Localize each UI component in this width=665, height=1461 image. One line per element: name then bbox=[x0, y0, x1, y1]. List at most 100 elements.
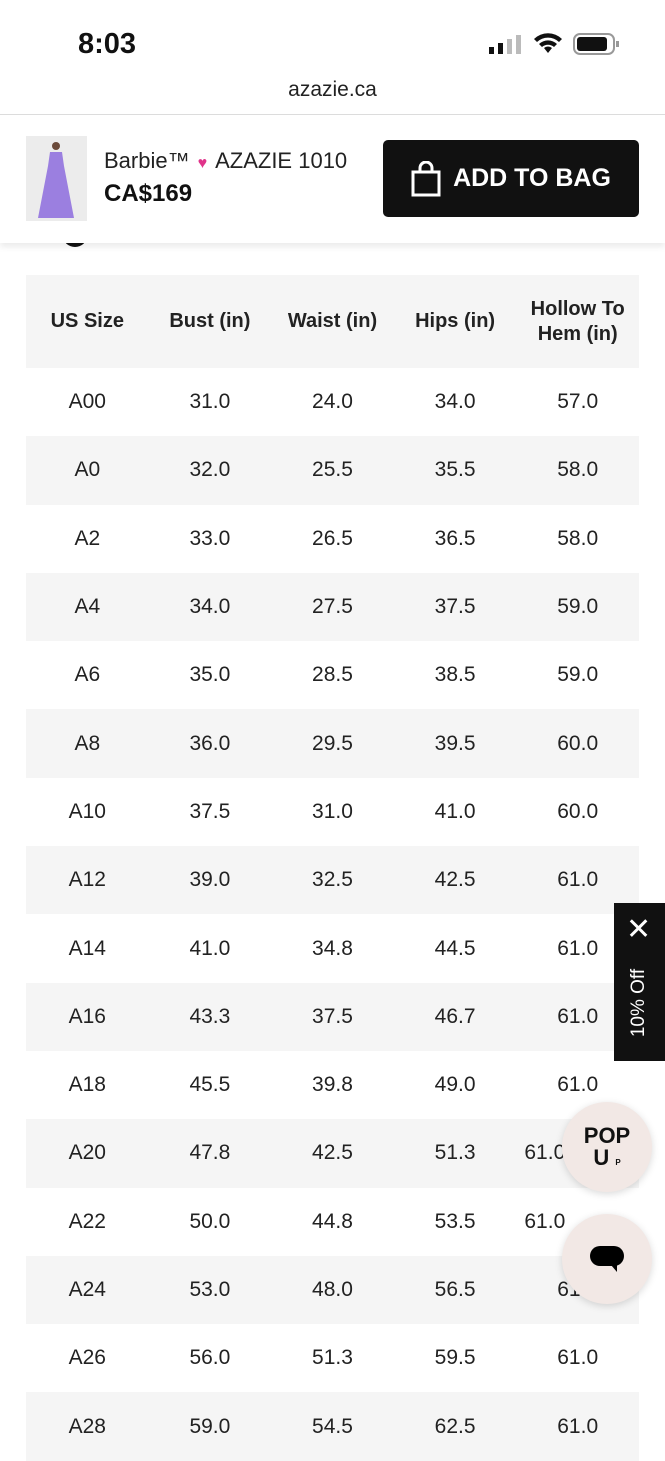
table-cell: 26.5 bbox=[312, 526, 353, 550]
table-cell: A28 bbox=[26, 1392, 149, 1461]
table-cell: 56.5 bbox=[393, 1255, 517, 1325]
table-cell: 59.0 bbox=[148, 1392, 272, 1461]
table-cell: 46.7 bbox=[393, 982, 517, 1051]
table-cell: 36.5 bbox=[434, 526, 476, 550]
column-header: Waist (in) bbox=[271, 275, 394, 368]
table-cell: 34.0 bbox=[148, 572, 272, 642]
column-header: Hollow To Hem (in) bbox=[516, 275, 639, 368]
table-row: A2 33.0 26.5 36.5 58.0 bbox=[26, 505, 639, 573]
table-cell: 41.0 bbox=[189, 936, 231, 960]
table-cell: A16 bbox=[26, 982, 149, 1051]
table-cell: 36.0 bbox=[148, 709, 272, 778]
divider bbox=[0, 114, 665, 115]
clock: 8:03 bbox=[78, 28, 137, 60]
table-cell: 51.3 bbox=[312, 1346, 353, 1370]
table-row: A0 32.0 25.5 35.5 58.0 bbox=[26, 436, 639, 505]
table-row: A20 47.8 42.5 51.3 61.0 bbox=[26, 1119, 639, 1188]
table-cell: 59.0 bbox=[557, 663, 599, 687]
table-cell: 31.0 bbox=[189, 390, 231, 414]
signal-icon bbox=[489, 35, 521, 54]
chat-icon bbox=[590, 1246, 624, 1272]
table-cell: 34.8 bbox=[312, 936, 353, 960]
table-cell: 38.5 bbox=[434, 663, 476, 687]
popup-button[interactable]: POP U P bbox=[562, 1102, 652, 1192]
table-cell: 32.0 bbox=[148, 436, 272, 505]
table-cell: A14 bbox=[68, 936, 106, 960]
status-bar: 8:03 bbox=[0, 0, 665, 72]
table-cell: A0 bbox=[26, 436, 149, 505]
table-cell: 44.8 bbox=[312, 1209, 353, 1233]
table-cell: 25.5 bbox=[271, 436, 394, 505]
table-cell: 31.0 bbox=[312, 799, 353, 823]
table-cell: 42.5 bbox=[271, 1119, 394, 1188]
table-cell: 27.5 bbox=[271, 572, 394, 642]
table-cell: 35.0 bbox=[189, 663, 231, 687]
table-cell: 43.3 bbox=[148, 982, 272, 1051]
table-cell: 44.5 bbox=[434, 936, 476, 960]
chat-button[interactable] bbox=[562, 1214, 652, 1304]
table-cell: A4 bbox=[26, 572, 149, 642]
shopping-bag-icon bbox=[411, 160, 441, 196]
table-cell: 61.0 bbox=[516, 1392, 639, 1461]
table-row: A00 31.0 24.0 34.0 57.0 bbox=[26, 368, 639, 436]
heart-icon: ♥ bbox=[197, 155, 208, 172]
table-cell: 37.5 bbox=[393, 572, 517, 642]
brand: Barbie™ bbox=[104, 148, 190, 173]
table-cell: 35.5 bbox=[393, 436, 517, 505]
table-row: A28 59.0 54.5 62.5 61.0 bbox=[26, 1392, 639, 1461]
table-cell: 45.5 bbox=[189, 1073, 231, 1097]
column-header: US Size bbox=[26, 275, 149, 368]
table-cell: A10 bbox=[68, 799, 106, 823]
table-cell: 60.0 bbox=[516, 709, 639, 778]
table-row: A18 45.5 39.8 49.0 61.0 bbox=[26, 1051, 639, 1119]
table-cell: 61.0 bbox=[557, 1346, 599, 1370]
table-cell: A26 bbox=[68, 1346, 106, 1370]
table-cell: 39.8 bbox=[312, 1073, 353, 1097]
popup-line2: U bbox=[593, 1145, 610, 1170]
discount-tab[interactable]: ✕ 10% Off bbox=[614, 903, 665, 1061]
column-header: Bust (in) bbox=[148, 275, 272, 368]
table-cell: A00 bbox=[68, 390, 106, 414]
table-cell: 24.0 bbox=[312, 390, 353, 414]
table-cell: 28.5 bbox=[312, 663, 353, 687]
table-cell: 33.0 bbox=[189, 526, 231, 550]
column-header: Hips (in) bbox=[393, 275, 517, 368]
table-row: A12 39.0 32.5 42.5 61.0 bbox=[26, 846, 639, 915]
popup-small: P bbox=[615, 1158, 621, 1167]
table-cell: 59.0 bbox=[516, 572, 639, 642]
table-row: A4 34.0 27.5 37.5 59.0 bbox=[26, 572, 639, 642]
table-cell: 48.0 bbox=[271, 1255, 394, 1325]
table-cell: 53.0 bbox=[148, 1255, 272, 1325]
close-icon[interactable]: ✕ bbox=[626, 913, 652, 946]
table-cell: 61.0 bbox=[516, 846, 639, 915]
table-cell: 51.3 bbox=[393, 1119, 517, 1188]
table-cell: 39.5 bbox=[393, 709, 517, 778]
table-row: A14 41.0 34.8 44.5 61.0 bbox=[26, 914, 639, 982]
table-cell: 54.5 bbox=[271, 1392, 394, 1461]
table-cell: 58.0 bbox=[516, 436, 639, 505]
table-cell: A22 bbox=[68, 1209, 106, 1233]
model: AZAZIE 1010 bbox=[215, 148, 348, 173]
table-cell: A12 bbox=[26, 846, 149, 915]
table-cell: 58.0 bbox=[557, 526, 599, 550]
wifi-icon bbox=[534, 33, 562, 53]
table-cell: 32.5 bbox=[271, 846, 394, 915]
table-header: US Size Bust (in) Waist (in) Hips (in) Hollo… bbox=[26, 275, 639, 368]
add-to-bag-button[interactable]: ADD TO BAG bbox=[383, 140, 639, 217]
table-cell: 37.5 bbox=[271, 982, 394, 1051]
sticky-product-bar: Barbie™ ♥ AZAZIE 1010 CA$169 ADD TO BAG bbox=[0, 115, 665, 243]
table-cell: A20 bbox=[26, 1119, 149, 1188]
table-cell: 53.5 bbox=[434, 1209, 476, 1233]
table-row: A16 43.3 37.5 46.7 61.0 bbox=[26, 982, 639, 1051]
table-row: A26 56.0 51.3 59.5 61.0 bbox=[26, 1324, 639, 1392]
table-cell: 41.0 bbox=[434, 799, 476, 823]
table-cell: 29.5 bbox=[271, 709, 394, 778]
size-chart-table: US Size Bust (in) Waist (in) Hips (in) Hollo… bbox=[26, 275, 639, 1461]
product-name: Barbie™ ♥ AZAZIE 1010 bbox=[104, 148, 347, 174]
url-bar[interactable]: azazie.ca bbox=[288, 78, 377, 101]
popup-line1: POP bbox=[583, 1123, 631, 1148]
table-cell: A8 bbox=[26, 709, 149, 778]
table-cell: A6 bbox=[74, 663, 101, 687]
product-thumbnail[interactable] bbox=[26, 136, 87, 221]
